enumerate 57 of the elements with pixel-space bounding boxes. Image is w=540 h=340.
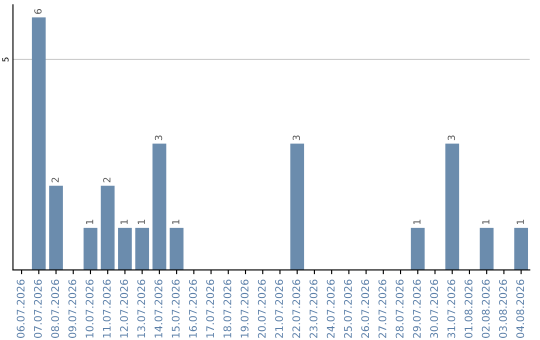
x-tick-label: 04.08.2026 (516, 280, 524, 338)
x-tick-label: 12.07.2026 (120, 280, 128, 338)
x-tick-label: 07.07.2026 (34, 280, 42, 338)
data-label: 1 (172, 220, 180, 224)
x-tick-label: 18.07.2026 (223, 280, 232, 338)
bar (135, 228, 150, 270)
data-label: 1 (120, 220, 128, 224)
data-label: 1 (138, 220, 145, 224)
x-tick-label: 27.07.2026 (378, 280, 386, 338)
x-tick-label: 15.07.2026 (172, 280, 180, 338)
x-tick-label: 11.07.2026 (102, 280, 111, 338)
bar (480, 228, 494, 270)
x-tick-label: 30.07.2026 (430, 280, 438, 338)
x-tick-label: 01.08.2026 (464, 280, 472, 338)
data-label: 2 (103, 178, 110, 182)
bar (84, 228, 98, 270)
x-tick-label: 03.08.2026 (499, 280, 507, 338)
x-tick-label: 26.07.2026 (361, 280, 370, 338)
data-label: 1 (86, 220, 94, 224)
x-tick-label: 02.08.2026 (482, 280, 490, 338)
x-tick-label: 19.07.2026 (240, 280, 249, 338)
x-tick-label: 21.07.2026 (275, 280, 283, 338)
bar (290, 144, 304, 270)
x-tick-label: 13.07.2026 (137, 280, 146, 338)
x-tick-label: 29.07.2026 (412, 280, 421, 338)
x-tick-label: 22.07.2026 (292, 280, 300, 338)
bar (49, 186, 63, 270)
bar (410, 228, 425, 270)
bar (32, 17, 46, 270)
y-tick-label: 5 (2, 58, 9, 62)
x-tick-label: 09.07.2026 (68, 280, 76, 338)
x-tick-label: 31.07.2026 (447, 280, 456, 338)
x-tick-label: 10.07.2026 (86, 280, 94, 338)
x-tick-label: 24.07.2026 (326, 280, 335, 338)
x-tick-label: 23.07.2026 (310, 280, 318, 338)
data-label: 3 (292, 135, 300, 140)
bar (100, 186, 115, 270)
x-tick-label: 06.07.2026 (16, 280, 25, 338)
data-label: 3 (154, 135, 162, 140)
x-tick-label: 08.07.2026 (51, 280, 60, 338)
x-tick-label: 20.07.2026 (258, 280, 266, 338)
x-tick-label: 14.07.2026 (154, 280, 162, 338)
x-tick-label: 16.07.2026 (188, 280, 197, 338)
bar (514, 228, 528, 270)
x-tick-label: 25.07.2026 (344, 280, 352, 338)
data-label: 1 (413, 220, 420, 224)
bar (170, 228, 184, 270)
data-label: 1 (516, 220, 524, 224)
data-label: 6 (34, 9, 42, 14)
data-label: 3 (448, 135, 456, 140)
x-tick-label: 28.07.2026 (396, 280, 404, 338)
data-label: 2 (51, 178, 59, 182)
bar (445, 144, 460, 270)
bar (152, 144, 166, 270)
bar (118, 228, 132, 270)
x-tick-label: 17.07.2026 (206, 280, 214, 338)
data-label: 1 (482, 220, 490, 224)
